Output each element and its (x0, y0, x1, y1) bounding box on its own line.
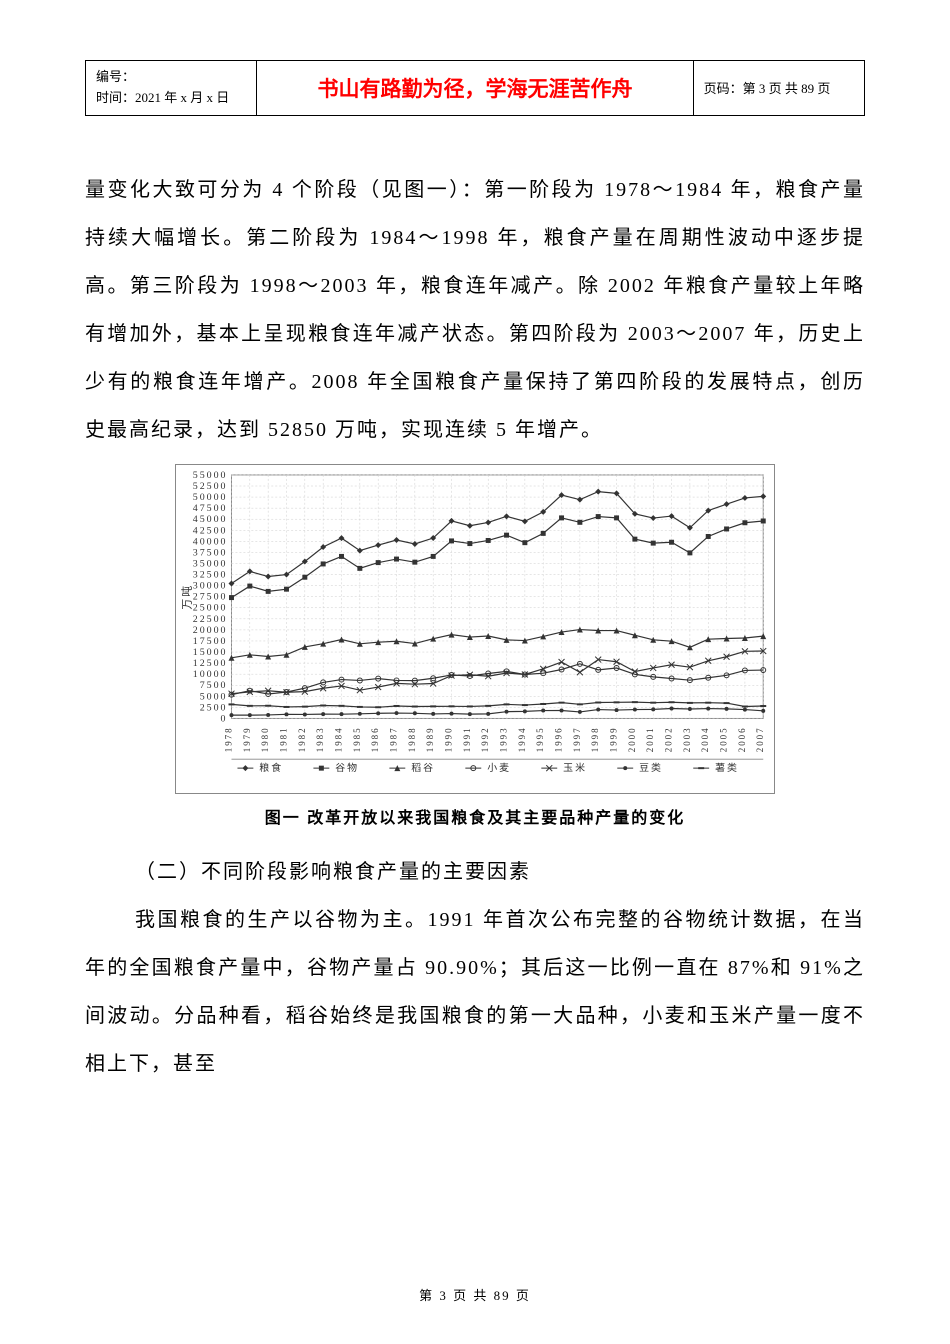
svg-text:1985: 1985 (352, 726, 362, 752)
page-header-table: 编号： 时间：2021 年 x 月 x 日 书山有路勤为径，学海无涯苦作舟 页码… (85, 60, 865, 116)
header-motto: 书山有路勤为径，学海无涯苦作舟 (317, 78, 632, 101)
svg-text:2004: 2004 (700, 726, 710, 752)
svg-text:50000: 50000 (193, 492, 228, 503)
svg-text:豆类: 豆类 (639, 761, 663, 774)
svg-text:2003: 2003 (682, 726, 692, 752)
svg-text:12500: 12500 (193, 658, 228, 669)
svg-text:1999: 1999 (609, 726, 619, 752)
svg-text:37500: 37500 (193, 547, 228, 558)
svg-text:40000: 40000 (193, 536, 228, 547)
svg-text:2000: 2000 (627, 726, 637, 752)
figure-1-caption: 图一 改革开放以来我国粮食及其主要品种产量的变化 (175, 800, 775, 838)
svg-text:1984: 1984 (334, 726, 344, 752)
svg-text:1993: 1993 (499, 726, 509, 752)
svg-text:22500: 22500 (193, 613, 228, 624)
svg-text:1980: 1980 (260, 726, 270, 752)
svg-text:2005: 2005 (719, 726, 729, 752)
svg-text:1994: 1994 (517, 726, 527, 752)
svg-text:稻谷: 稻谷 (411, 762, 435, 774)
svg-text:52500: 52500 (193, 481, 228, 492)
svg-text:2001: 2001 (645, 726, 655, 752)
svg-text:1991: 1991 (462, 726, 472, 752)
header-page-label: 页码：第 3 页 共 89 页 (704, 81, 831, 96)
svg-text:2002: 2002 (664, 726, 674, 752)
svg-text:27500: 27500 (193, 591, 228, 602)
svg-text:47500: 47500 (193, 503, 228, 514)
svg-text:万吨: 万吨 (181, 583, 194, 609)
svg-text:17500: 17500 (193, 636, 228, 647)
svg-text:10000: 10000 (193, 669, 228, 680)
page-footer: 第 3 页 共 89 页 (0, 1285, 950, 1304)
svg-text:薯类: 薯类 (715, 761, 739, 774)
svg-text:1982: 1982 (297, 726, 307, 752)
header-center-cell: 书山有路勤为径，学海无涯苦作舟 (257, 61, 693, 116)
svg-text:粮食: 粮食 (259, 761, 283, 774)
svg-text:42500: 42500 (193, 525, 228, 536)
svg-text:55000: 55000 (193, 470, 228, 481)
subheading-2: （二）不同阶段影响粮食产量的主要因素 (85, 848, 865, 896)
svg-text:1986: 1986 (370, 726, 380, 752)
svg-text:1989: 1989 (425, 726, 435, 752)
svg-text:1988: 1988 (407, 726, 417, 752)
svg-text:1995: 1995 (535, 726, 545, 752)
figure-1-chart: 0250050007500100001250015000175002000022… (175, 464, 775, 794)
svg-text:1979: 1979 (242, 726, 252, 752)
svg-text:2500: 2500 (200, 702, 228, 713)
svg-text:1987: 1987 (389, 726, 399, 752)
svg-text:5000: 5000 (200, 691, 228, 702)
svg-text:7500: 7500 (200, 680, 228, 691)
header-left-cell: 编号： 时间：2021 年 x 月 x 日 (86, 61, 257, 116)
svg-text:1998: 1998 (590, 726, 600, 752)
svg-text:45000: 45000 (193, 514, 228, 525)
svg-text:25000: 25000 (193, 602, 228, 613)
svg-text:32500: 32500 (193, 569, 228, 580)
paragraph-1-continued: 量变化大致可分为 4 个阶段（见图一）：第一阶段为 1978～1984 年，粮食… (85, 166, 865, 454)
header-id-label: 编号： (96, 67, 246, 88)
svg-text:35000: 35000 (193, 558, 228, 569)
svg-text:2007: 2007 (755, 726, 765, 752)
footer-page-label: 第 3 页 共 89 页 (419, 1288, 531, 1303)
svg-text:1996: 1996 (554, 726, 564, 752)
svg-text:30000: 30000 (193, 580, 228, 591)
svg-text:15000: 15000 (193, 647, 228, 658)
svg-text:1992: 1992 (480, 726, 490, 752)
svg-text:1978: 1978 (223, 726, 233, 752)
figure-1-block: 0250050007500100001250015000175002000022… (175, 464, 775, 838)
paragraph-2: 我国粮食的生产以谷物为主。1991 年首次公布完整的谷物统计数据，在当年的全国粮… (85, 896, 865, 1088)
svg-text:谷物: 谷物 (335, 761, 359, 774)
svg-text:1983: 1983 (315, 726, 325, 752)
document-body: 量变化大致可分为 4 个阶段（见图一）：第一阶段为 1978～1984 年，粮食… (85, 166, 865, 1088)
header-right-cell: 页码：第 3 页 共 89 页 (693, 61, 864, 116)
svg-text:玉米: 玉米 (563, 761, 587, 774)
svg-text:1997: 1997 (572, 726, 582, 752)
svg-text:20000: 20000 (193, 624, 228, 635)
svg-text:1990: 1990 (444, 726, 454, 752)
svg-text:0: 0 (221, 713, 228, 724)
svg-text:1981: 1981 (278, 726, 288, 752)
svg-text:小麦: 小麦 (487, 762, 511, 774)
header-date-label: 时间：2021 年 x 月 x 日 (96, 88, 246, 109)
svg-text:2006: 2006 (737, 726, 747, 752)
